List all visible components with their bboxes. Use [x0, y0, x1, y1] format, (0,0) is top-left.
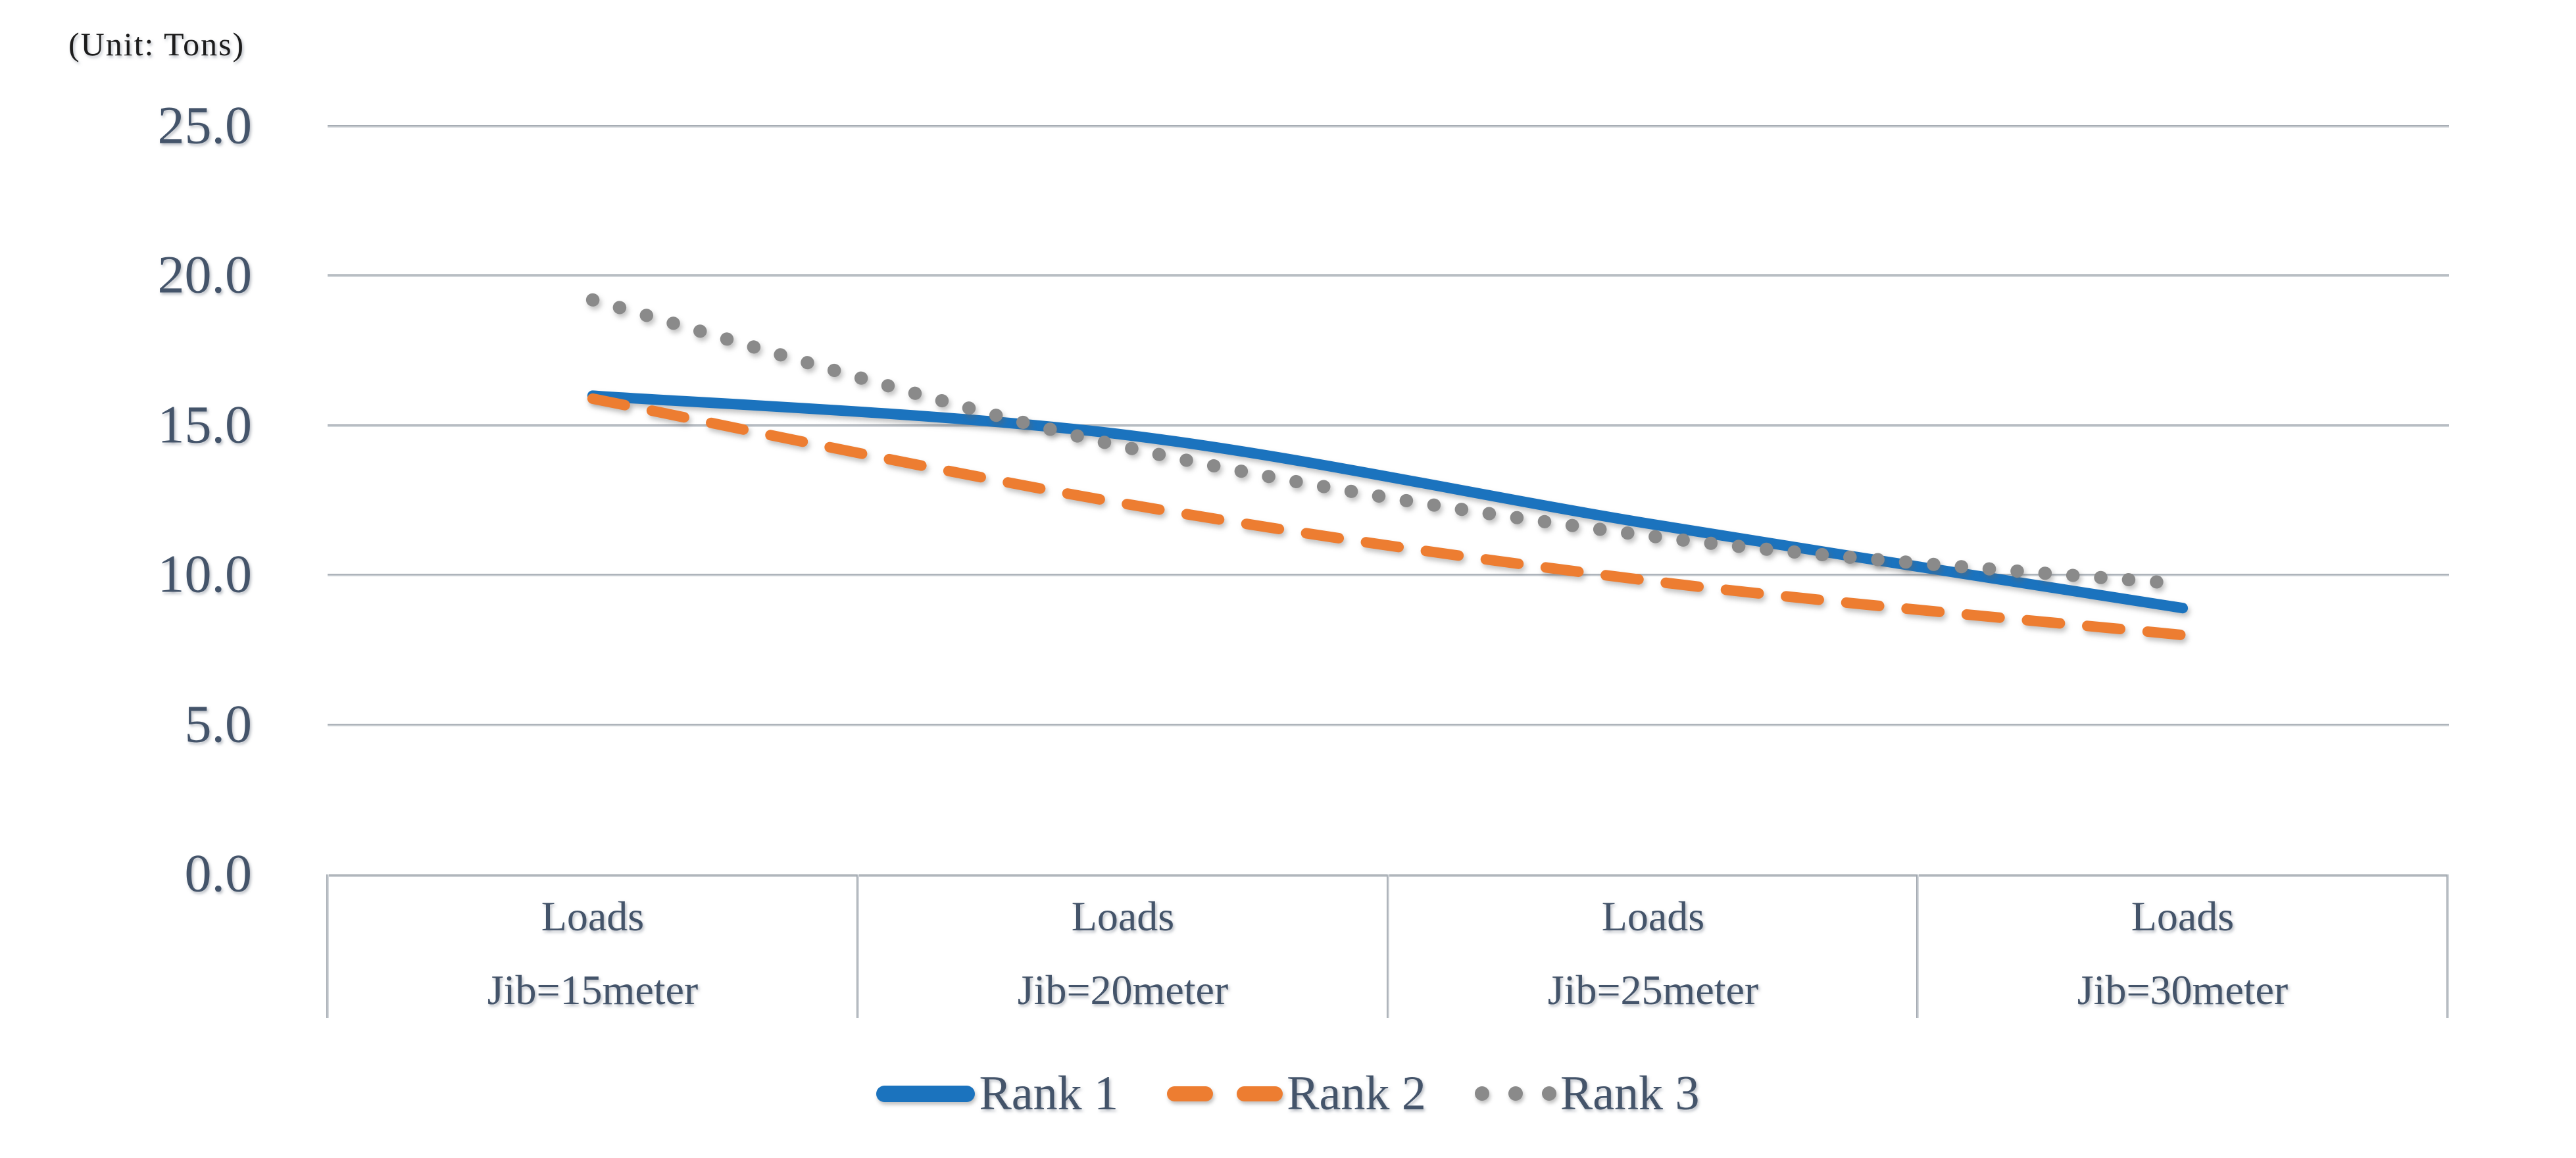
rank2-dashed-line-icon	[1167, 1086, 1283, 1101]
gridline-15	[328, 424, 2449, 427]
category-label-jib15: Jib=15meter	[487, 967, 699, 1013]
y-tick-label-25: 25.0	[157, 95, 253, 155]
y-tick-label-20: 20.0	[157, 244, 253, 305]
category-cell-jib25: Loads Jib=25meter	[1388, 875, 1918, 1019]
gridline-20	[328, 274, 2449, 277]
category-label-loads: Loads	[1601, 893, 1705, 940]
legend-label-rank1: Rank 1	[979, 1066, 1119, 1120]
legend-item-rank1: Rank 1	[876, 1066, 1118, 1122]
legend-item-rank2: Rank 2	[1167, 1066, 1426, 1122]
rank1-solid-line-icon	[876, 1085, 976, 1102]
category-label-jib25: Jib=25meter	[1547, 967, 1759, 1013]
category-divider-4	[2446, 874, 2449, 1018]
y-tick-label-15: 15.0	[157, 394, 253, 455]
gridline-25	[328, 125, 2449, 128]
legend: Rank 1 Rank 2 Rank 3	[0, 1055, 2576, 1132]
legend-label-rank2: Rank 2	[1287, 1066, 1426, 1120]
unit-label: (Unit: Tons)	[68, 26, 245, 63]
category-label-loads: Loads	[1071, 893, 1175, 940]
gridline-10	[328, 574, 2449, 576]
category-divider-1	[856, 874, 859, 1018]
y-tick-label-10: 10.0	[157, 543, 253, 604]
category-label-loads: Loads	[2131, 893, 2235, 940]
category-divider-3	[1916, 874, 1919, 1018]
legend-label-rank3: Rank 3	[1560, 1066, 1700, 1120]
category-cell-jib15: Loads Jib=15meter	[328, 875, 858, 1019]
series-line-rank-2	[587, 393, 2189, 641]
series-line-rank-1	[587, 390, 2189, 614]
category-divider-0	[326, 874, 329, 1018]
legend-item-rank3: Rank 3	[1474, 1066, 1700, 1122]
category-label-jib20: Jib=20meter	[1017, 967, 1229, 1013]
gridline-5	[328, 724, 2449, 726]
category-divider-2	[1387, 874, 1389, 1018]
category-label-jib30: Jib=30meter	[2077, 967, 2289, 1013]
category-cell-jib20: Loads Jib=20meter	[858, 875, 1388, 1019]
rank3-dotted-line-icon	[1474, 1086, 1556, 1101]
y-tick-label-5: 5.0	[184, 693, 253, 754]
category-label-loads: Loads	[541, 893, 645, 940]
category-cell-jib30: Loads Jib=30meter	[1918, 875, 2448, 1019]
y-tick-label-0: 0.0	[184, 843, 253, 903]
